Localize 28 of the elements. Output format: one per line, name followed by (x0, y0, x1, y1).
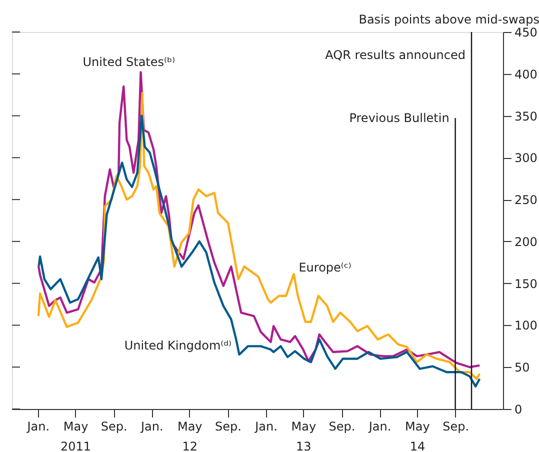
x-tick-label: May 2011 (60, 420, 92, 452)
x-tick-label: Jan. (26, 420, 50, 434)
y-tick-label: 50 (514, 360, 530, 375)
y-tick-label: 0 (514, 402, 522, 416)
y-tick-label: 100 (514, 318, 538, 333)
x-tick-label: Jan. (254, 420, 278, 434)
x-tick-label: Sep. (215, 420, 242, 434)
y-tick-label: 150 (514, 276, 538, 291)
series-label: Europe⁽ᶜ⁾ (298, 260, 352, 274)
y-tick-label: 300 (514, 151, 538, 166)
y-tick-label: 250 (514, 193, 538, 208)
x-tick-label: Jan. (368, 420, 392, 434)
y-tick-label: 400 (514, 67, 538, 82)
y-tick-label: 450 (514, 26, 538, 40)
x-tick-label: Sep. (442, 420, 470, 434)
series-label: United Kingdom⁽ᵈ⁾ (124, 338, 232, 352)
y-tick-label: 350 (514, 109, 538, 124)
ref-line-label: AQR results announced (325, 48, 466, 62)
x-tick-label: Sep. (100, 420, 128, 434)
x-tick-label: May 14 (405, 420, 430, 452)
x-tick-label: May 12 (177, 420, 202, 452)
y-tick-label: 200 (514, 234, 538, 249)
x-tick-label: Jan. (140, 420, 164, 434)
x-tick-label: Sep. (328, 420, 356, 434)
x-tick-label: May 13 (291, 420, 316, 452)
series-label: United States⁽ᵇ⁾ (82, 55, 176, 70)
y-axis-title: Basis points above mid-swaps (358, 12, 539, 26)
ref-line-label: Previous Bulletin (349, 111, 450, 125)
